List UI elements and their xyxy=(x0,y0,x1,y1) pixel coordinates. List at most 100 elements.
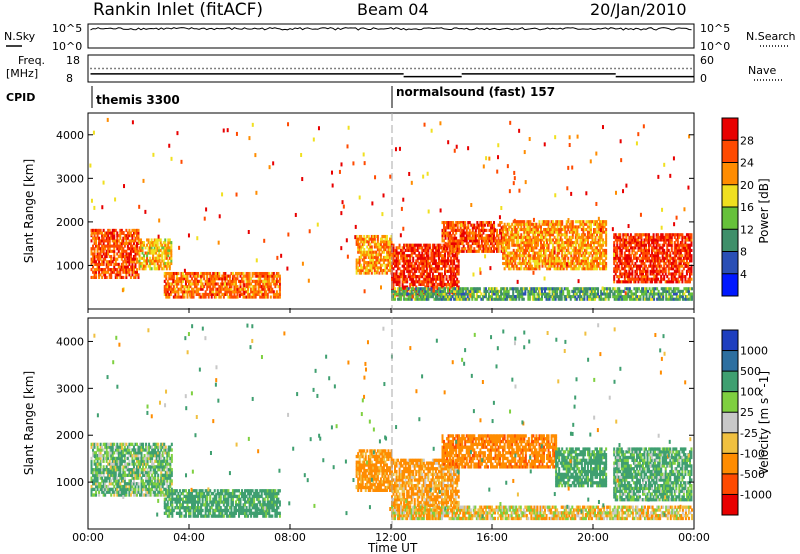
data-cell xyxy=(134,254,137,259)
data-cell xyxy=(454,282,457,286)
data-cell xyxy=(543,230,546,234)
data-cell xyxy=(457,269,460,273)
data-cell xyxy=(191,292,194,296)
data-cell xyxy=(474,249,477,253)
data-cell xyxy=(464,239,467,243)
data-cell xyxy=(580,261,583,266)
data-cell xyxy=(450,228,453,232)
data-cell xyxy=(684,246,687,250)
data-cell xyxy=(265,282,268,286)
data-cell xyxy=(93,254,96,259)
data-cell xyxy=(388,250,391,254)
data-cell xyxy=(415,297,418,301)
data-cell xyxy=(427,285,430,289)
data-cell xyxy=(688,254,691,258)
data-cell xyxy=(236,290,239,294)
data-cell xyxy=(218,290,221,294)
data-cell xyxy=(535,222,538,226)
data-cell xyxy=(544,259,547,263)
data-cell xyxy=(437,254,440,258)
data-cell xyxy=(669,280,672,284)
data-cell xyxy=(394,264,397,268)
data-cell xyxy=(579,238,582,242)
data-cell xyxy=(532,227,535,232)
data-cell xyxy=(624,297,627,301)
data-cell xyxy=(461,234,464,238)
data-cell xyxy=(543,227,546,232)
data-cell xyxy=(559,227,562,232)
data-cell xyxy=(455,244,458,248)
data-cell xyxy=(629,277,632,281)
data-cell xyxy=(680,295,683,299)
data-cell xyxy=(215,287,218,291)
data-cell xyxy=(636,287,639,291)
data-cell xyxy=(403,285,406,289)
data-cell xyxy=(672,256,675,260)
data-cell xyxy=(533,227,536,232)
data-cell xyxy=(682,243,685,247)
data-cell xyxy=(403,243,406,247)
data-cell xyxy=(558,267,561,271)
data-cell xyxy=(678,272,681,276)
data-cell xyxy=(530,241,533,245)
data-cell xyxy=(679,261,682,266)
data-cell xyxy=(95,260,98,264)
data-cell xyxy=(498,297,501,301)
data-cell xyxy=(384,237,387,241)
data-cell xyxy=(102,228,105,232)
data-cell xyxy=(641,259,644,263)
data-cell xyxy=(597,235,600,239)
data-cell xyxy=(675,287,678,291)
data-cell xyxy=(624,295,627,299)
data-cell xyxy=(655,256,658,260)
data-cell xyxy=(554,289,557,293)
data-cell xyxy=(254,285,257,289)
data-cell xyxy=(395,269,398,273)
data-cell xyxy=(687,248,690,253)
data-cell xyxy=(498,295,501,299)
data-cell xyxy=(369,253,372,257)
data-cell xyxy=(445,261,448,266)
data-cell xyxy=(419,256,422,260)
data-cell xyxy=(449,231,452,235)
data-cell xyxy=(501,297,504,301)
data-cell xyxy=(526,220,529,224)
data-cell xyxy=(524,256,527,260)
data-cell xyxy=(370,261,373,265)
data-cell xyxy=(102,244,105,248)
data-cell xyxy=(490,295,494,299)
data-cell xyxy=(165,267,168,271)
data-cell xyxy=(413,289,416,293)
data-cell xyxy=(623,246,626,250)
data-cell xyxy=(688,246,691,250)
data-cell xyxy=(561,256,564,260)
data-cell xyxy=(491,234,494,238)
data-cell xyxy=(140,238,143,242)
data-cell xyxy=(505,261,508,266)
data-cell xyxy=(550,227,553,232)
data-cell xyxy=(427,295,430,299)
data-cell xyxy=(482,228,485,232)
data-cell xyxy=(522,287,525,291)
data-cell xyxy=(577,246,580,250)
data-cell xyxy=(575,292,578,296)
data-cell xyxy=(164,254,167,258)
data-cell xyxy=(673,254,676,258)
data-cell xyxy=(172,287,175,291)
data-cell xyxy=(450,247,453,251)
data-cell xyxy=(455,231,458,235)
data-cell xyxy=(470,247,473,251)
data-cell xyxy=(640,256,643,260)
data-cell xyxy=(655,269,658,273)
data-cell xyxy=(134,239,137,243)
data-cell xyxy=(541,254,544,258)
data-cell xyxy=(489,297,492,301)
data-cell xyxy=(521,289,524,293)
data-cell xyxy=(514,230,517,234)
data-cell xyxy=(535,267,538,271)
data-cell xyxy=(660,295,663,299)
data-cell xyxy=(558,243,561,247)
data-cell xyxy=(651,241,654,245)
data-cell xyxy=(533,254,536,258)
data-cell xyxy=(453,223,456,227)
